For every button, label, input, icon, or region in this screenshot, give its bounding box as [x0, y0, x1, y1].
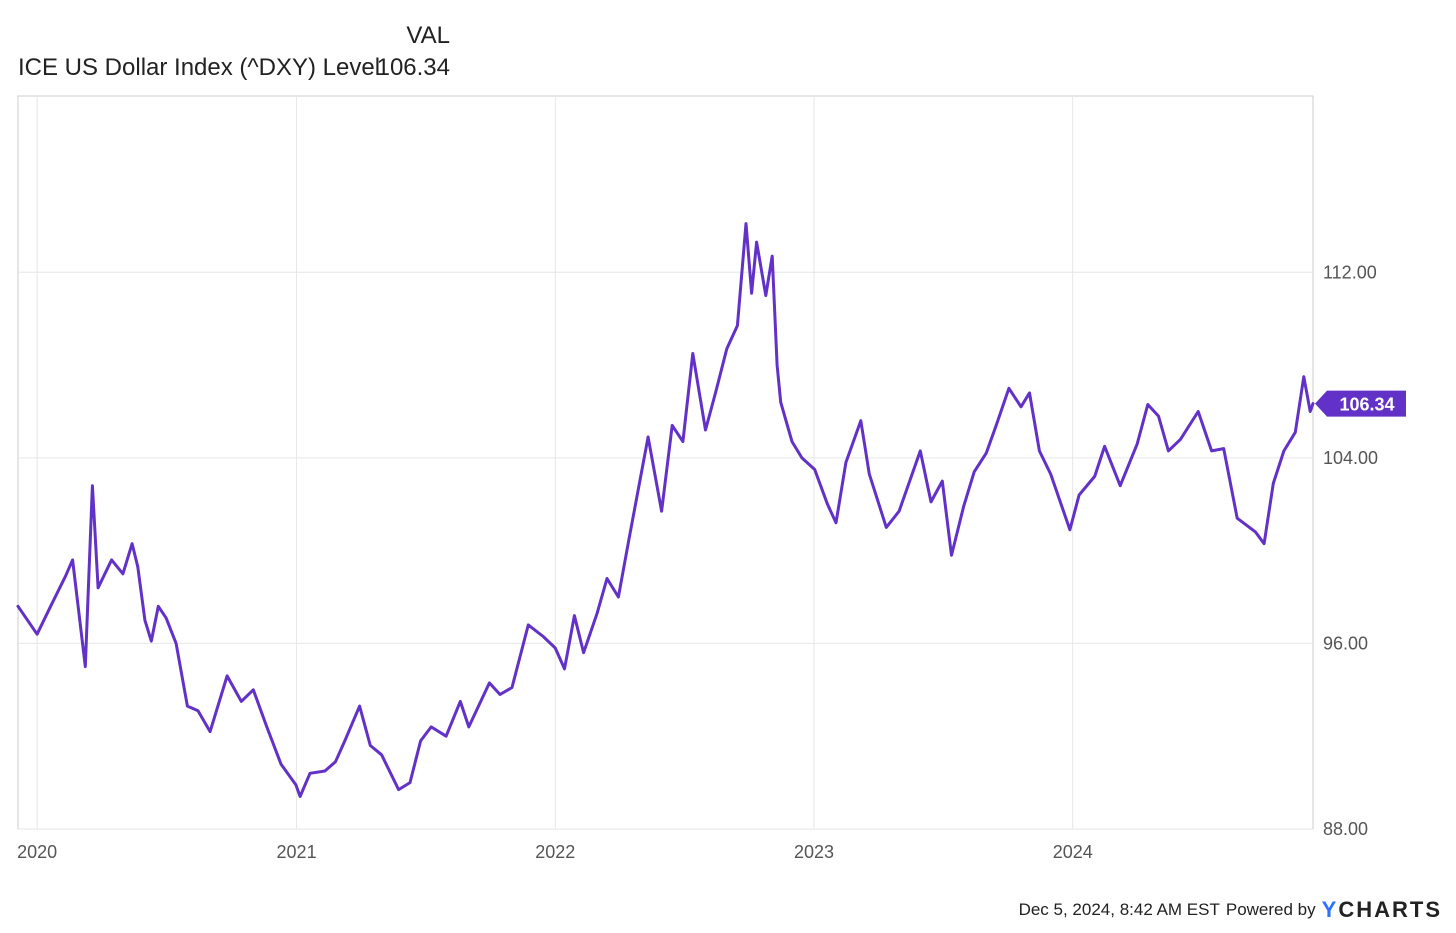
powered-by-label: Powered by — [1225, 900, 1316, 919]
legend-column-header: VAL — [406, 22, 450, 49]
x-tick-label: 2021 — [277, 842, 317, 862]
legend-series-name: ICE US Dollar Index (^DXY) Level — [18, 54, 381, 81]
y-tick-label: 112.00 — [1323, 262, 1377, 282]
series-line — [16, 222, 1315, 798]
x-tick-label: 2022 — [535, 842, 575, 862]
ycharts-logo[interactable]: YCHARTS — [1321, 897, 1442, 922]
x-tick-label: 2023 — [794, 842, 834, 862]
last-value-label: 106.34 — [1339, 395, 1394, 415]
y-tick-label: 88.00 — [1323, 819, 1368, 839]
y-tick-label: 104.00 — [1323, 448, 1378, 468]
legend-header: VAL ICE US Dollar Index (^DXY) Level 106… — [18, 22, 458, 86]
legend-series-value: 106.34 — [376, 54, 450, 81]
x-tick-label: 2024 — [1053, 842, 1093, 862]
timestamp: Dec 5, 2024, 8:42 AM EST — [1018, 900, 1220, 919]
last-value-badge — [1315, 390, 1406, 417]
chart-footer: Dec 5, 2024, 8:42 AM EST Powered by YCHA… — [1019, 897, 1442, 923]
plot-frame — [17, 95, 1314, 830]
y-tick-label: 96.00 — [1323, 633, 1368, 653]
x-tick-label: 2020 — [17, 842, 57, 862]
